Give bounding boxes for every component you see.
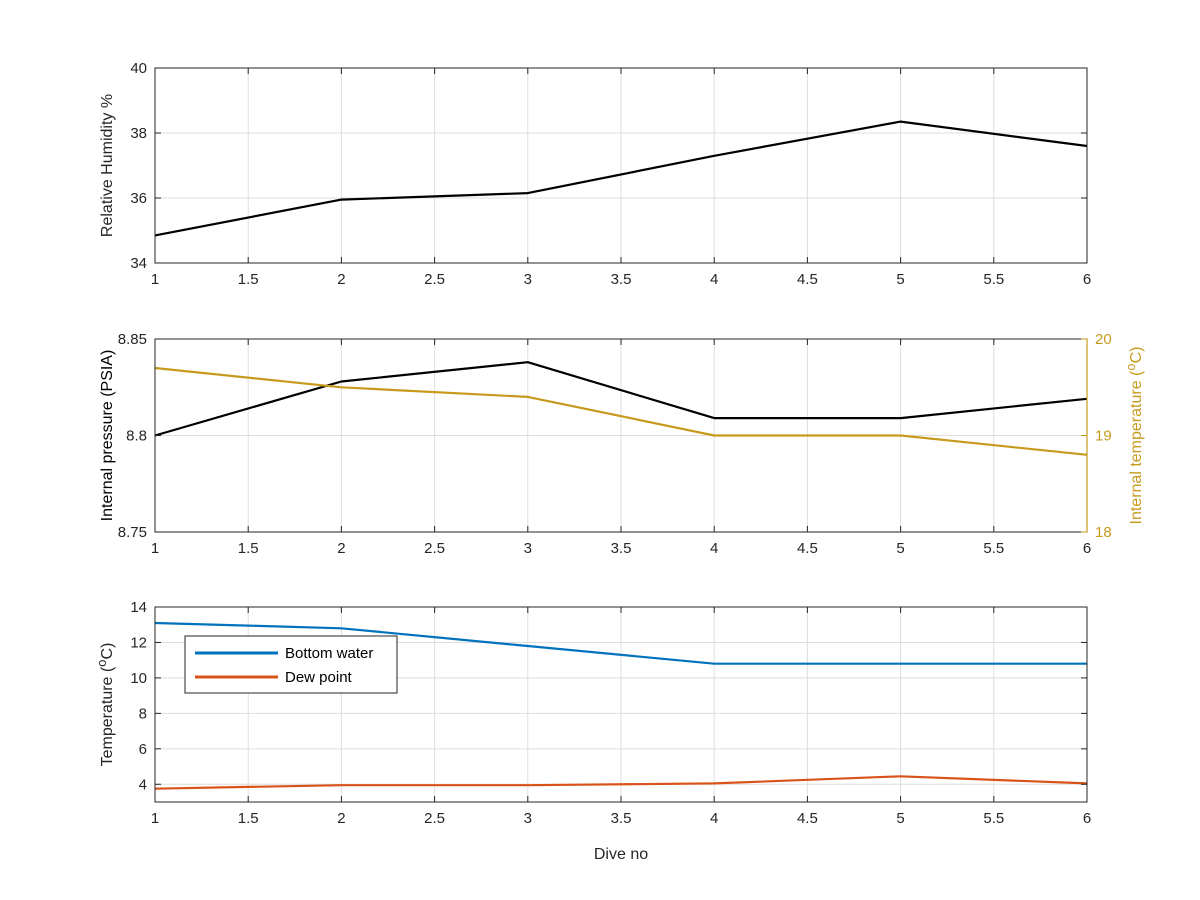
y-tick-label: 12: [130, 634, 147, 651]
legend-label: Bottom water: [285, 645, 373, 662]
x-tick-label: 2.5: [424, 810, 445, 827]
y-tick-label: 4: [139, 776, 147, 793]
right-y-tick-label: 18: [1095, 524, 1112, 541]
x-tick-label: 3: [524, 271, 532, 288]
y-tick-label: 40: [130, 60, 147, 77]
x-tick-label: 5: [896, 540, 904, 557]
y-tick-label: 36: [130, 190, 147, 207]
x-tick-label: 1.5: [238, 271, 259, 288]
x-tick-label: 1.5: [238, 540, 259, 557]
right-y-axis-label: Internal temperature (oC): [1123, 347, 1145, 525]
x-tick-label: 5.5: [983, 810, 1004, 827]
y-tick-label: 38: [130, 125, 147, 142]
x-tick-label: 3.5: [611, 810, 632, 827]
legend-label: Dew point: [285, 669, 353, 686]
x-tick-label: 5: [896, 810, 904, 827]
y-tick-label: 34: [130, 255, 147, 272]
series-line-left-axis: [154, 361, 1088, 437]
chart-panel-1: 1 1.5 2 2.5 3 3.5 4 4.5 5 5.5 6 34 36 38 40 Relative Hu…: [99, 60, 1091, 288]
y-tick-label: 14: [130, 599, 147, 616]
x-tick-label: 5.5: [983, 271, 1004, 288]
x-tick-label: 4: [710, 810, 718, 827]
x-tick-label: 3: [524, 540, 532, 557]
x-tick-label: 4: [710, 271, 718, 288]
x-tick-label: 2.5: [424, 540, 445, 557]
x-tick-label: 1: [151, 540, 159, 557]
x-tick-label: 6: [1083, 810, 1091, 827]
y-axis-label: Internal pressure (PSIA): [99, 350, 116, 522]
series-line-right-axis: [154, 366, 1088, 456]
chart-panel-2: 1 1.5 2 2.5 3 3.5 4 4.5 5 5.5 6 8.75 8.8 8.85 18 19 20 In…: [99, 331, 1145, 557]
x-tick-label: 4.5: [797, 810, 818, 827]
chart-panel-3: 1 1.5 2 2.5 3 3.5 4 4.5 5 5.5 6 4 6 8 10 12 14 Temperatur…: [94, 599, 1091, 863]
x-tick-label: 1: [151, 810, 159, 827]
y-axis-label: Relative Humidity %: [99, 94, 116, 237]
x-tick-label: 4: [710, 540, 718, 557]
right-y-tick-label: 19: [1095, 428, 1112, 445]
x-tick-label: 5: [896, 271, 904, 288]
y-tick-label: 8.75: [118, 524, 147, 541]
legend-box: [184, 635, 398, 694]
x-tick-label: 2: [337, 810, 345, 827]
x-tick-label: 3: [524, 810, 532, 827]
x-tick-label: 6: [1083, 540, 1091, 557]
legend: Bottom water Dew point: [184, 635, 398, 694]
x-tick-label: 3.5: [611, 271, 632, 288]
series-line-left-axis: [154, 120, 1088, 237]
x-tick-label: 3.5: [611, 540, 632, 557]
y-tick-label: 6: [139, 741, 147, 758]
x-tick-label: 4.5: [797, 540, 818, 557]
y-tick-label: 8.8: [126, 428, 147, 445]
y-tick-label: 10: [130, 670, 147, 687]
x-tick-label: 6: [1083, 271, 1091, 288]
x-axis-label: Dive no: [594, 846, 648, 863]
x-tick-label: 1: [151, 271, 159, 288]
x-tick-label: 4.5: [797, 271, 818, 288]
y-tick-label: 8.85: [118, 331, 147, 348]
x-tick-label: 1.5: [238, 810, 259, 827]
series-line-bottom-water: [154, 621, 1087, 665]
x-tick-label: 2.5: [424, 271, 445, 288]
x-tick-label: 2: [337, 540, 345, 557]
right-y-tick-label: 20: [1095, 331, 1112, 348]
y-axis-label: Temperature (oC): [94, 643, 116, 767]
series-line-dew-point: [154, 775, 1088, 790]
x-tick-label: 5.5: [983, 540, 1004, 557]
x-tick-label: 2: [337, 271, 345, 288]
y-tick-label: 8: [139, 705, 147, 722]
